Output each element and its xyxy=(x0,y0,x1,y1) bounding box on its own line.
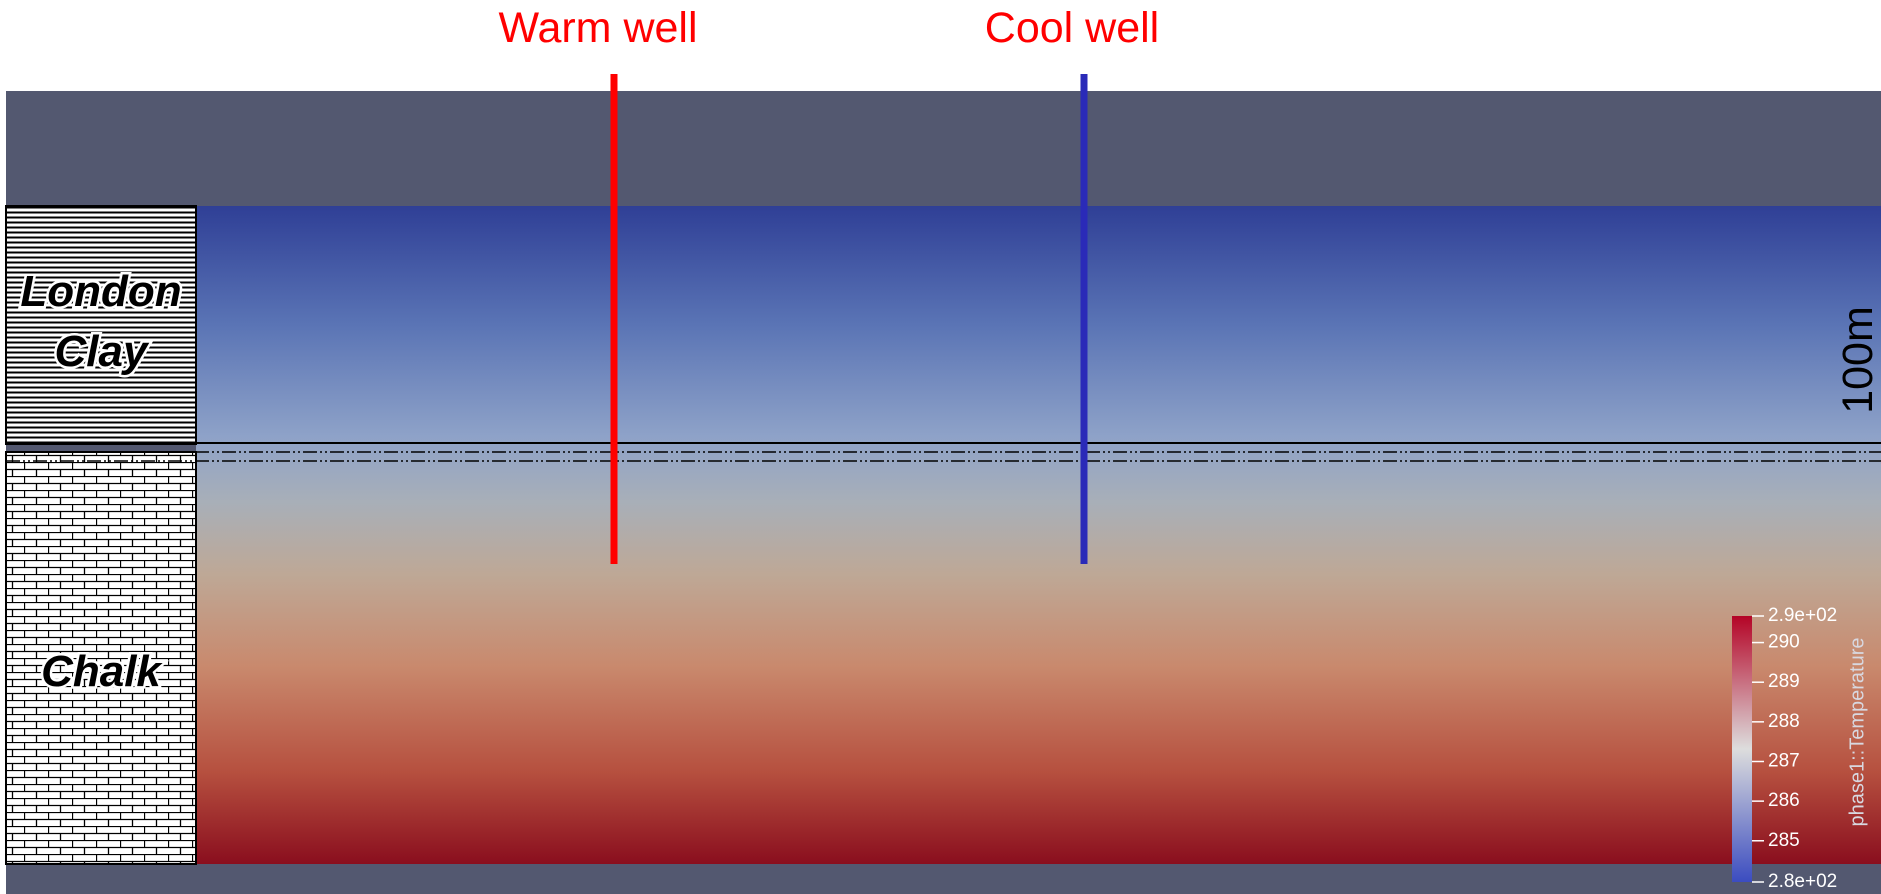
temperature-field xyxy=(196,206,1881,864)
colorbar-tick-label: 2.8e+02 xyxy=(1768,871,1837,892)
colorbar xyxy=(1732,616,1752,882)
strata-label: London xyxy=(20,267,181,316)
well-label: Cool well xyxy=(985,4,1159,52)
figure: Warm well Cool well London Clay Chalk 100m 2.9… xyxy=(0,0,1881,894)
colorbar-tick-label: 287 xyxy=(1768,751,1800,772)
scale-label: 100m xyxy=(1834,306,1881,414)
strata-label: Clay xyxy=(55,327,150,376)
colorbar-tick-label: 290 xyxy=(1768,632,1800,653)
colorbar-title: phase1::Temperature xyxy=(1846,637,1868,826)
colorbar-tick-label: 289 xyxy=(1768,671,1800,692)
colorbar-tick-label: 285 xyxy=(1768,830,1800,851)
colorbar-tick-label: 2.9e+02 xyxy=(1768,605,1837,626)
strata-label: Chalk xyxy=(41,647,163,696)
clay-column xyxy=(6,206,196,444)
colorbar-tick-label: 288 xyxy=(1768,711,1800,732)
colorbar-tick-label: 286 xyxy=(1768,790,1800,811)
well-label: Warm well xyxy=(498,4,697,52)
